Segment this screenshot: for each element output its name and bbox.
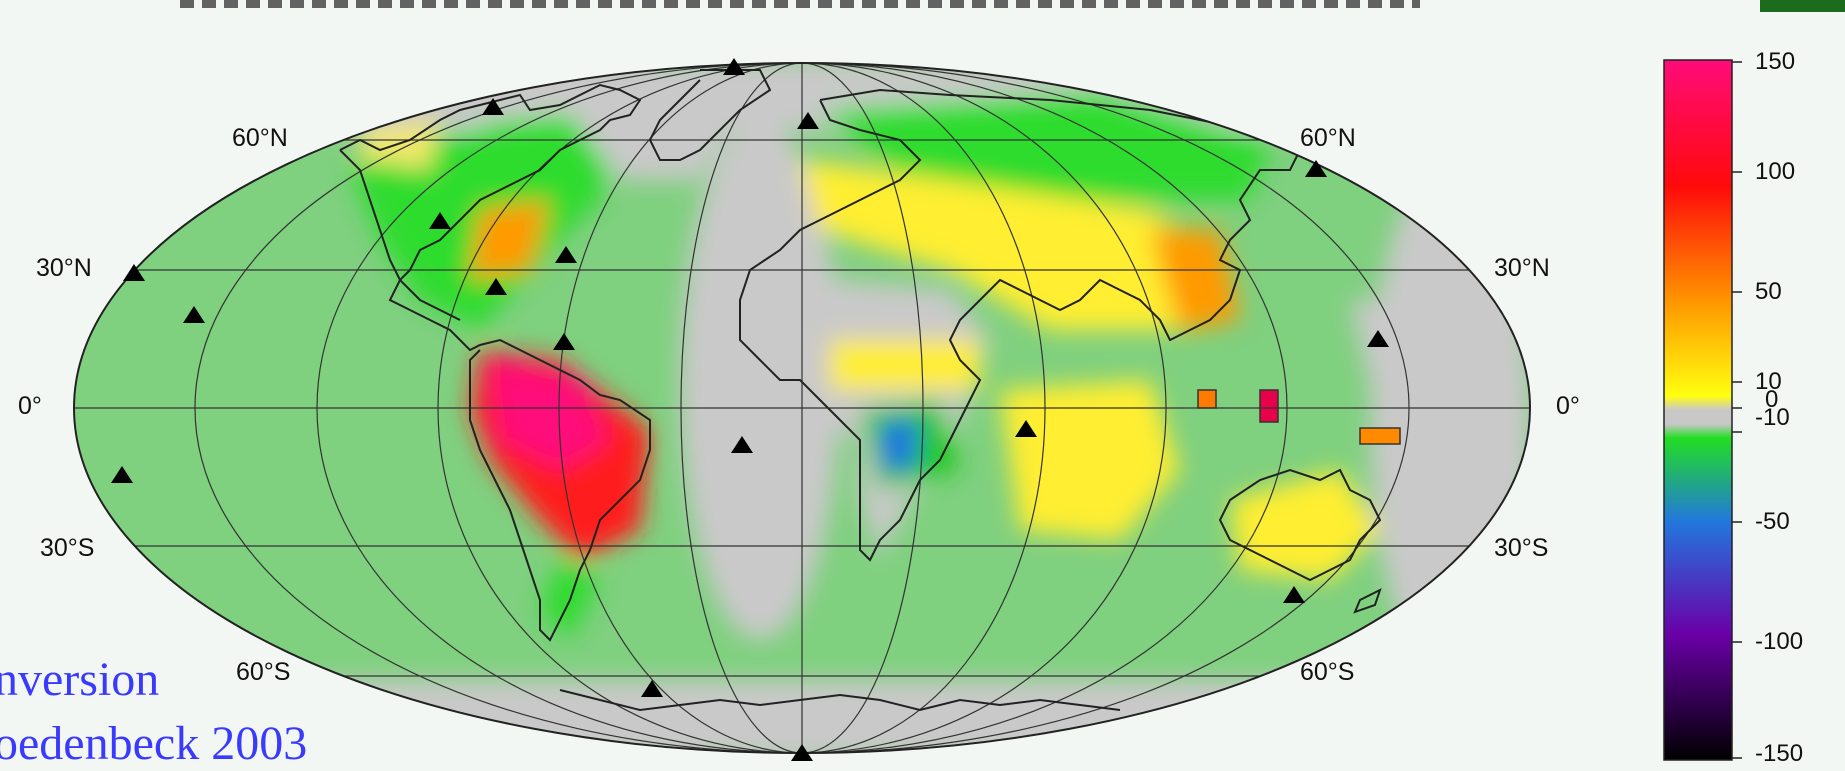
colorbar-tick-label: 100 xyxy=(1755,158,1796,185)
colorbar-tick-label: 50 xyxy=(1755,278,1782,305)
top-title-strip xyxy=(180,0,1420,8)
caption-line-2: oedenbeck 2003 xyxy=(0,717,308,770)
colorbar-tick-label: 150 xyxy=(1755,48,1796,75)
colorbar-tick-label: -50 xyxy=(1755,508,1790,535)
lat-label-right-60s: 60°S xyxy=(1300,658,1355,686)
colorbar-tick-label: -150 xyxy=(1755,740,1804,767)
lat-label-left-30s: 30°S xyxy=(40,534,95,562)
lat-label-right-0: 0° xyxy=(1556,392,1580,420)
colorbar-tick-label: 10 xyxy=(1755,368,1782,395)
colorbar-ticks xyxy=(1732,61,1742,759)
colorbar-tick-label: 0 xyxy=(1765,386,1779,413)
coastlines xyxy=(339,69,1382,712)
top-right-green-bar xyxy=(1760,0,1845,12)
colorbar xyxy=(1663,59,1733,761)
lat-label-left-30n: 30°N xyxy=(36,254,92,282)
lat-label-right-30s: 30°S xyxy=(1494,534,1549,562)
lat-label-left-60n: 60°N xyxy=(232,124,288,152)
lat-label-left-0: 0° xyxy=(18,392,42,420)
colorbar-tick-label: -100 xyxy=(1755,628,1804,655)
lat-label-left-60s: 60°S xyxy=(236,658,291,686)
station-markers xyxy=(111,58,1389,761)
lat-label-right-60n: 60°N xyxy=(1300,124,1356,152)
colorbar-tick-label: -10 xyxy=(1755,404,1790,431)
lat-label-right-30n: 30°N xyxy=(1494,254,1550,282)
caption-line-1: nversion xyxy=(0,653,160,706)
